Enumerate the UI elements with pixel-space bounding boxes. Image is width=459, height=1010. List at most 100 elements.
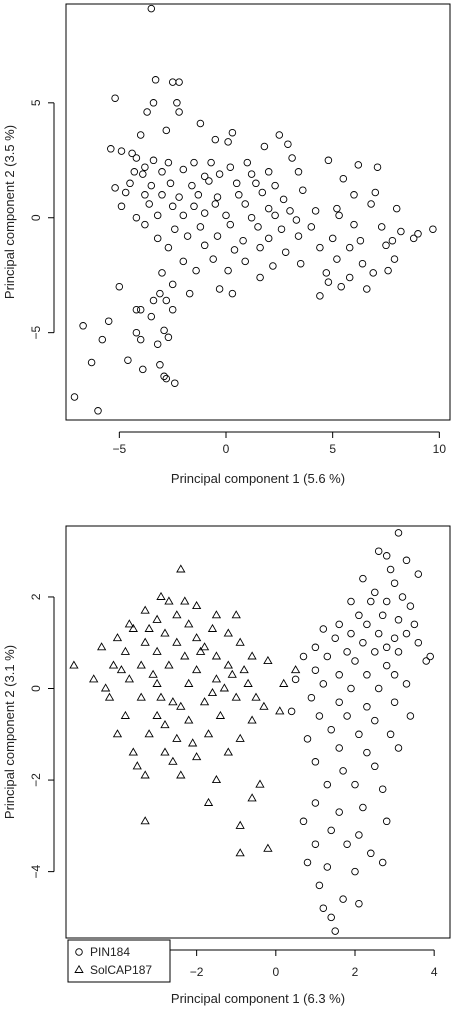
data-point-circle xyxy=(371,762,379,771)
data-point-triangle xyxy=(192,665,202,674)
data-point-circle xyxy=(179,257,188,266)
plot-frame xyxy=(65,525,451,939)
data-point-circle xyxy=(147,4,156,13)
data-point-circle xyxy=(406,602,415,610)
data-point-circle xyxy=(175,193,183,201)
data-point-circle xyxy=(382,552,391,560)
data-point-triangle xyxy=(144,729,154,738)
data-point-circle xyxy=(164,158,173,167)
data-point-circle xyxy=(190,158,198,167)
data-point-triangle xyxy=(164,660,174,669)
data-point-circle xyxy=(299,186,307,194)
data-point-circle xyxy=(299,652,308,661)
data-point-triangle xyxy=(152,710,162,719)
data-point-circle xyxy=(243,158,252,167)
data-point-triangle xyxy=(172,733,182,742)
data-point-triangle xyxy=(152,614,162,623)
data-point-circle xyxy=(211,135,220,144)
data-point-circle xyxy=(371,588,379,597)
plot-frame xyxy=(65,3,451,421)
data-point-circle xyxy=(311,666,320,674)
data-point-triangle xyxy=(148,669,158,678)
y-tick-label: −2 xyxy=(29,773,43,787)
data-point-circle xyxy=(149,296,158,305)
data-point-circle xyxy=(79,322,87,330)
data-point-circle xyxy=(124,356,132,364)
data-point-circle xyxy=(235,191,243,199)
data-point-circle xyxy=(111,94,119,102)
data-point-circle xyxy=(331,634,339,642)
data-point-circle xyxy=(414,638,423,647)
data-point-triangle xyxy=(251,692,261,701)
data-point-circle xyxy=(335,211,343,220)
data-point-circle xyxy=(247,170,256,178)
data-point-circle xyxy=(141,163,149,171)
data-point-triangle xyxy=(211,774,222,784)
data-point-triangle xyxy=(120,710,130,719)
x-tick-label: 10 xyxy=(433,442,447,456)
data-point-triangle xyxy=(223,660,233,669)
data-point-circle xyxy=(179,211,188,220)
data-point-circle xyxy=(164,243,173,252)
data-point-circle xyxy=(153,340,162,348)
data-point-circle xyxy=(143,108,151,116)
data-point-triangle xyxy=(180,596,190,605)
data-point-circle xyxy=(382,597,391,606)
data-point-circle xyxy=(355,899,363,908)
data-point-circle xyxy=(168,305,177,314)
data-point-circle xyxy=(168,202,177,211)
legend-marker xyxy=(74,964,84,973)
data-point-circle xyxy=(241,200,249,208)
data-point-circle xyxy=(70,393,79,401)
data-point-triangle xyxy=(243,678,253,687)
data-point-triangle xyxy=(156,591,166,600)
data-point-triangle xyxy=(199,697,210,706)
data-point-circle xyxy=(271,211,279,220)
data-point-circle xyxy=(215,285,224,293)
data-point-triangle xyxy=(152,646,162,655)
data-point-circle xyxy=(371,188,380,197)
data-point-circle xyxy=(291,675,300,684)
data-point-circle xyxy=(414,230,422,238)
data-point-circle xyxy=(382,661,391,670)
data-point-circle xyxy=(299,817,308,826)
data-point-circle xyxy=(192,266,200,275)
data-point-circle xyxy=(359,803,367,812)
data-point-circle xyxy=(292,216,301,224)
data-point-circle xyxy=(160,372,168,381)
data-point-circle xyxy=(136,131,145,139)
data-point-circle xyxy=(132,305,141,314)
data-point-circle xyxy=(426,652,434,661)
data-point-circle xyxy=(386,730,395,739)
data-point-circle xyxy=(406,712,415,720)
data-point-triangle xyxy=(140,770,150,779)
data-point-circle xyxy=(394,616,403,624)
data-point-circle xyxy=(378,785,387,793)
data-point-circle xyxy=(153,234,162,243)
data-point-circle xyxy=(333,204,341,213)
data-point-circle xyxy=(228,289,237,298)
data-point-triangle xyxy=(164,596,174,605)
data-point-circle xyxy=(211,200,220,208)
data-point-circle xyxy=(121,188,130,197)
data-point-circle xyxy=(386,565,395,574)
data-point-circle xyxy=(200,172,209,181)
data-point-triangle xyxy=(223,628,233,637)
data-point-triangle xyxy=(255,779,265,788)
data-point-circle xyxy=(315,881,324,890)
data-point-circle xyxy=(226,220,235,229)
data-point-circle xyxy=(179,165,188,174)
data-point-circle xyxy=(402,680,411,688)
data-point-circle xyxy=(117,147,126,155)
data-point-circle xyxy=(173,99,181,107)
data-point-circle xyxy=(226,163,235,171)
data-point-circle xyxy=(224,138,232,146)
data-point-triangle xyxy=(168,697,178,706)
data-point-circle xyxy=(256,273,264,282)
data-point-triangle xyxy=(192,600,202,610)
data-point-circle xyxy=(307,223,316,231)
data-point-triangle xyxy=(263,655,273,665)
data-point-circle xyxy=(343,648,351,656)
data-point-triangle xyxy=(100,683,111,692)
x-tick-label: 0 xyxy=(223,442,230,456)
